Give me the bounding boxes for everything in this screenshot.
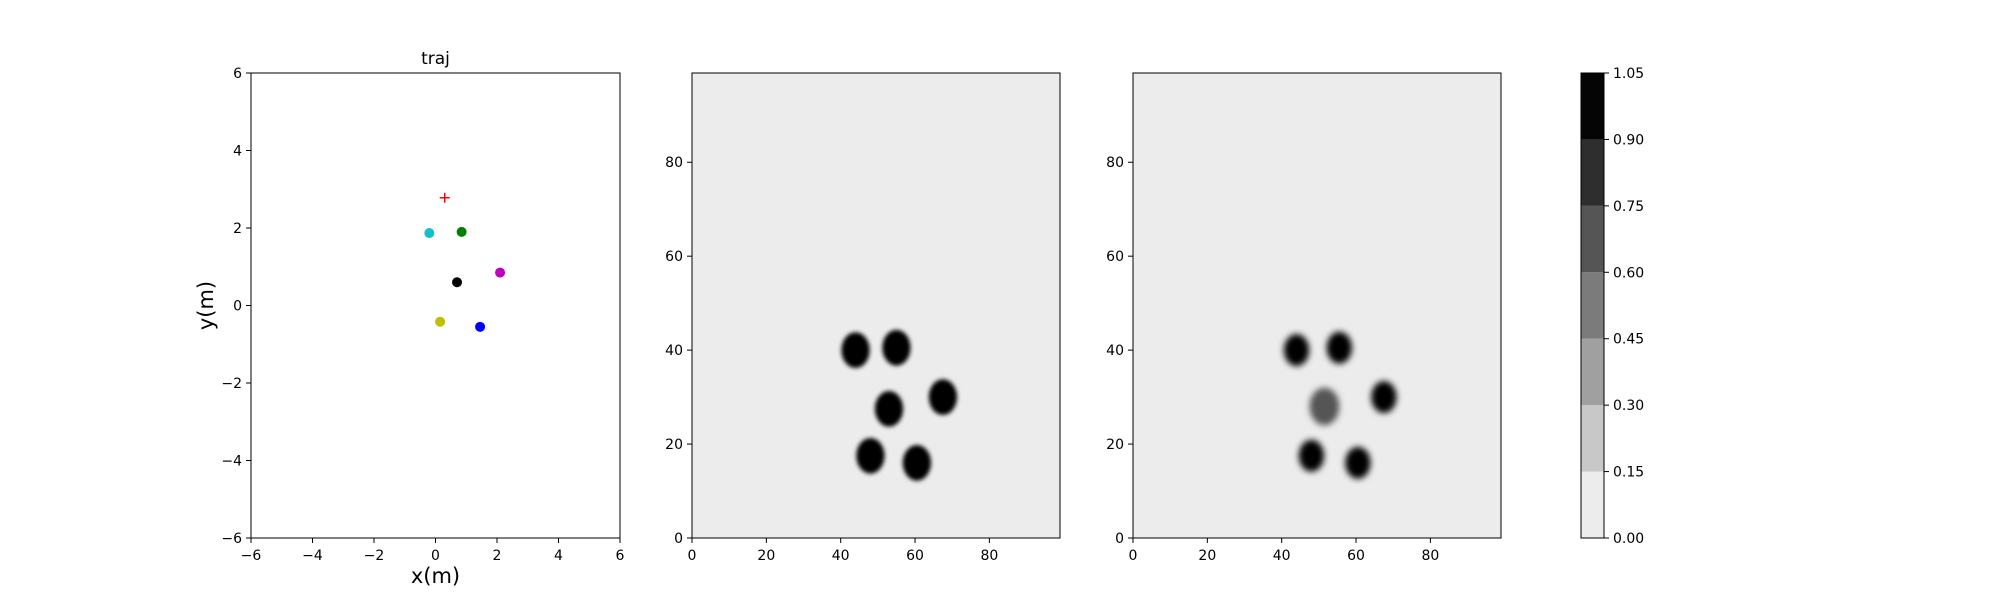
colorbar-tick-label: 0.75 <box>1613 199 1644 215</box>
colorbar-band <box>1581 471 1604 538</box>
y-tick-label: 0 <box>1115 531 1124 547</box>
traj-x-ticks: −6 −4 −2 0 2 4 6 <box>241 538 625 564</box>
colorbar-tick-label: 0.90 <box>1613 132 1644 148</box>
traj-title: traj <box>421 49 450 69</box>
x-tick-label: 6 <box>616 548 625 564</box>
x-tick-label: 60 <box>906 548 924 564</box>
heatmap-2-plot-area <box>1133 73 1501 538</box>
x-tick-label: 40 <box>1273 548 1291 564</box>
heatmap-1-blobs <box>841 329 958 481</box>
x-tick-label: 20 <box>1198 548 1216 564</box>
y-tick-label: 20 <box>1106 437 1124 453</box>
heatmap-1-x-ticks: 0 20 40 60 80 <box>688 538 998 564</box>
obstacle-blob <box>1345 446 1371 479</box>
agent-point <box>475 321 486 332</box>
traj-axes-background <box>251 73 620 538</box>
colorbar-tick-label: 0.00 <box>1613 531 1644 547</box>
y-tick-label: −6 <box>221 531 242 547</box>
obstacle-blob <box>841 332 870 368</box>
x-tick-label: −2 <box>364 548 385 564</box>
heatmap-1-frame <box>691 72 1061 539</box>
x-tick-label: 80 <box>1421 548 1439 564</box>
x-tick-label: 2 <box>493 548 502 564</box>
y-tick-label: 4 <box>233 144 242 160</box>
y-tick-label: −4 <box>221 454 242 470</box>
colorbar-tick-label: 1.05 <box>1613 66 1644 82</box>
heatmap-1-y-ticks: 0 20 40 60 80 <box>665 155 692 547</box>
traj-y-ticks: −6 −4 −2 0 2 4 6 <box>221 66 251 547</box>
y-tick-label: 60 <box>665 249 683 265</box>
traj-panel: traj −6 −4 −2 0 2 4 6 −6 −4 −2 0 2 4 6 x(m) y(m) <box>194 49 625 588</box>
obstacle-blob <box>1371 381 1397 414</box>
x-tick-label: 40 <box>832 548 850 564</box>
y-tick-label: 2 <box>233 221 242 237</box>
obstacle-blob <box>902 445 932 481</box>
colorbar-bands <box>1581 73 1604 538</box>
obstacle-blob <box>1283 334 1310 367</box>
x-tick-label: 0 <box>688 548 697 564</box>
x-tick-label: −6 <box>241 548 262 564</box>
colorbar-tick-label: 0.30 <box>1613 398 1644 414</box>
agent-point <box>435 316 446 327</box>
heatmap-2-x-ticks: 0 20 40 60 80 <box>1129 538 1439 564</box>
colorbar-band <box>1581 272 1604 339</box>
heatmap-2-y-ticks: 0 20 40 60 80 <box>1106 155 1133 547</box>
y-tick-label: 80 <box>1106 155 1124 171</box>
obstacle-blob <box>1326 331 1352 364</box>
obstacle-blob <box>1309 387 1340 426</box>
y-tick-label: 80 <box>665 155 683 171</box>
colorbar-frame <box>1580 72 1605 539</box>
x-tick-label: 4 <box>554 548 563 564</box>
x-tick-label: 0 <box>1129 548 1138 564</box>
traj-x-axis-label: x(m) <box>411 564 460 588</box>
agent-point <box>456 226 467 237</box>
colorbar-tick-label: 0.45 <box>1613 332 1644 348</box>
y-tick-label: 20 <box>665 437 683 453</box>
x-tick-label: −4 <box>302 548 323 564</box>
colorbar-band <box>1581 338 1604 406</box>
y-tick-label: 6 <box>233 66 242 82</box>
heatmap-2-frame <box>1132 72 1502 539</box>
y-tick-label: 0 <box>233 299 242 315</box>
traj-points <box>424 192 506 332</box>
traj-y-axis-label: y(m) <box>194 281 218 330</box>
x-tick-label: 20 <box>757 548 775 564</box>
colorbar-band <box>1581 405 1604 472</box>
agent-point <box>495 267 506 278</box>
colorbar-band <box>1581 205 1604 273</box>
y-tick-label: 40 <box>665 343 683 359</box>
obstacle-blob <box>1298 439 1325 472</box>
y-tick-label: 40 <box>1106 343 1124 359</box>
heatmap-panel-1: 0 20 40 60 80 0 20 40 60 80 <box>665 72 1061 564</box>
colorbar-tick-label: 0.15 <box>1613 465 1644 481</box>
y-tick-label: −2 <box>221 376 242 392</box>
x-tick-label: 0 <box>431 548 440 564</box>
agent-point <box>452 277 463 288</box>
colorbar-ticks: 0.00 0.15 0.30 0.45 0.60 0.75 0.90 1.05 <box>1604 66 1644 547</box>
x-tick-label: 80 <box>980 548 998 564</box>
heatmap-2-blobs <box>1283 331 1397 479</box>
obstacle-blob <box>928 379 958 415</box>
x-tick-label: 60 <box>1347 548 1365 564</box>
heatmap-1-plot-area <box>692 73 1060 538</box>
obstacle-blob <box>882 329 911 366</box>
y-tick-label: 0 <box>674 531 683 547</box>
agent-point <box>424 228 435 239</box>
y-tick-label: 60 <box>1106 249 1124 265</box>
obstacle-blob <box>856 437 885 474</box>
colorbar: 0.00 0.15 0.30 0.45 0.60 0.75 0.90 1.05 <box>1580 66 1644 547</box>
colorbar-band <box>1581 73 1604 140</box>
heatmap-panel-2: 0 20 40 60 80 0 20 40 60 80 <box>1106 72 1502 564</box>
colorbar-tick-label: 0.60 <box>1613 265 1644 281</box>
obstacle-blob <box>874 390 904 427</box>
colorbar-band <box>1581 139 1604 206</box>
